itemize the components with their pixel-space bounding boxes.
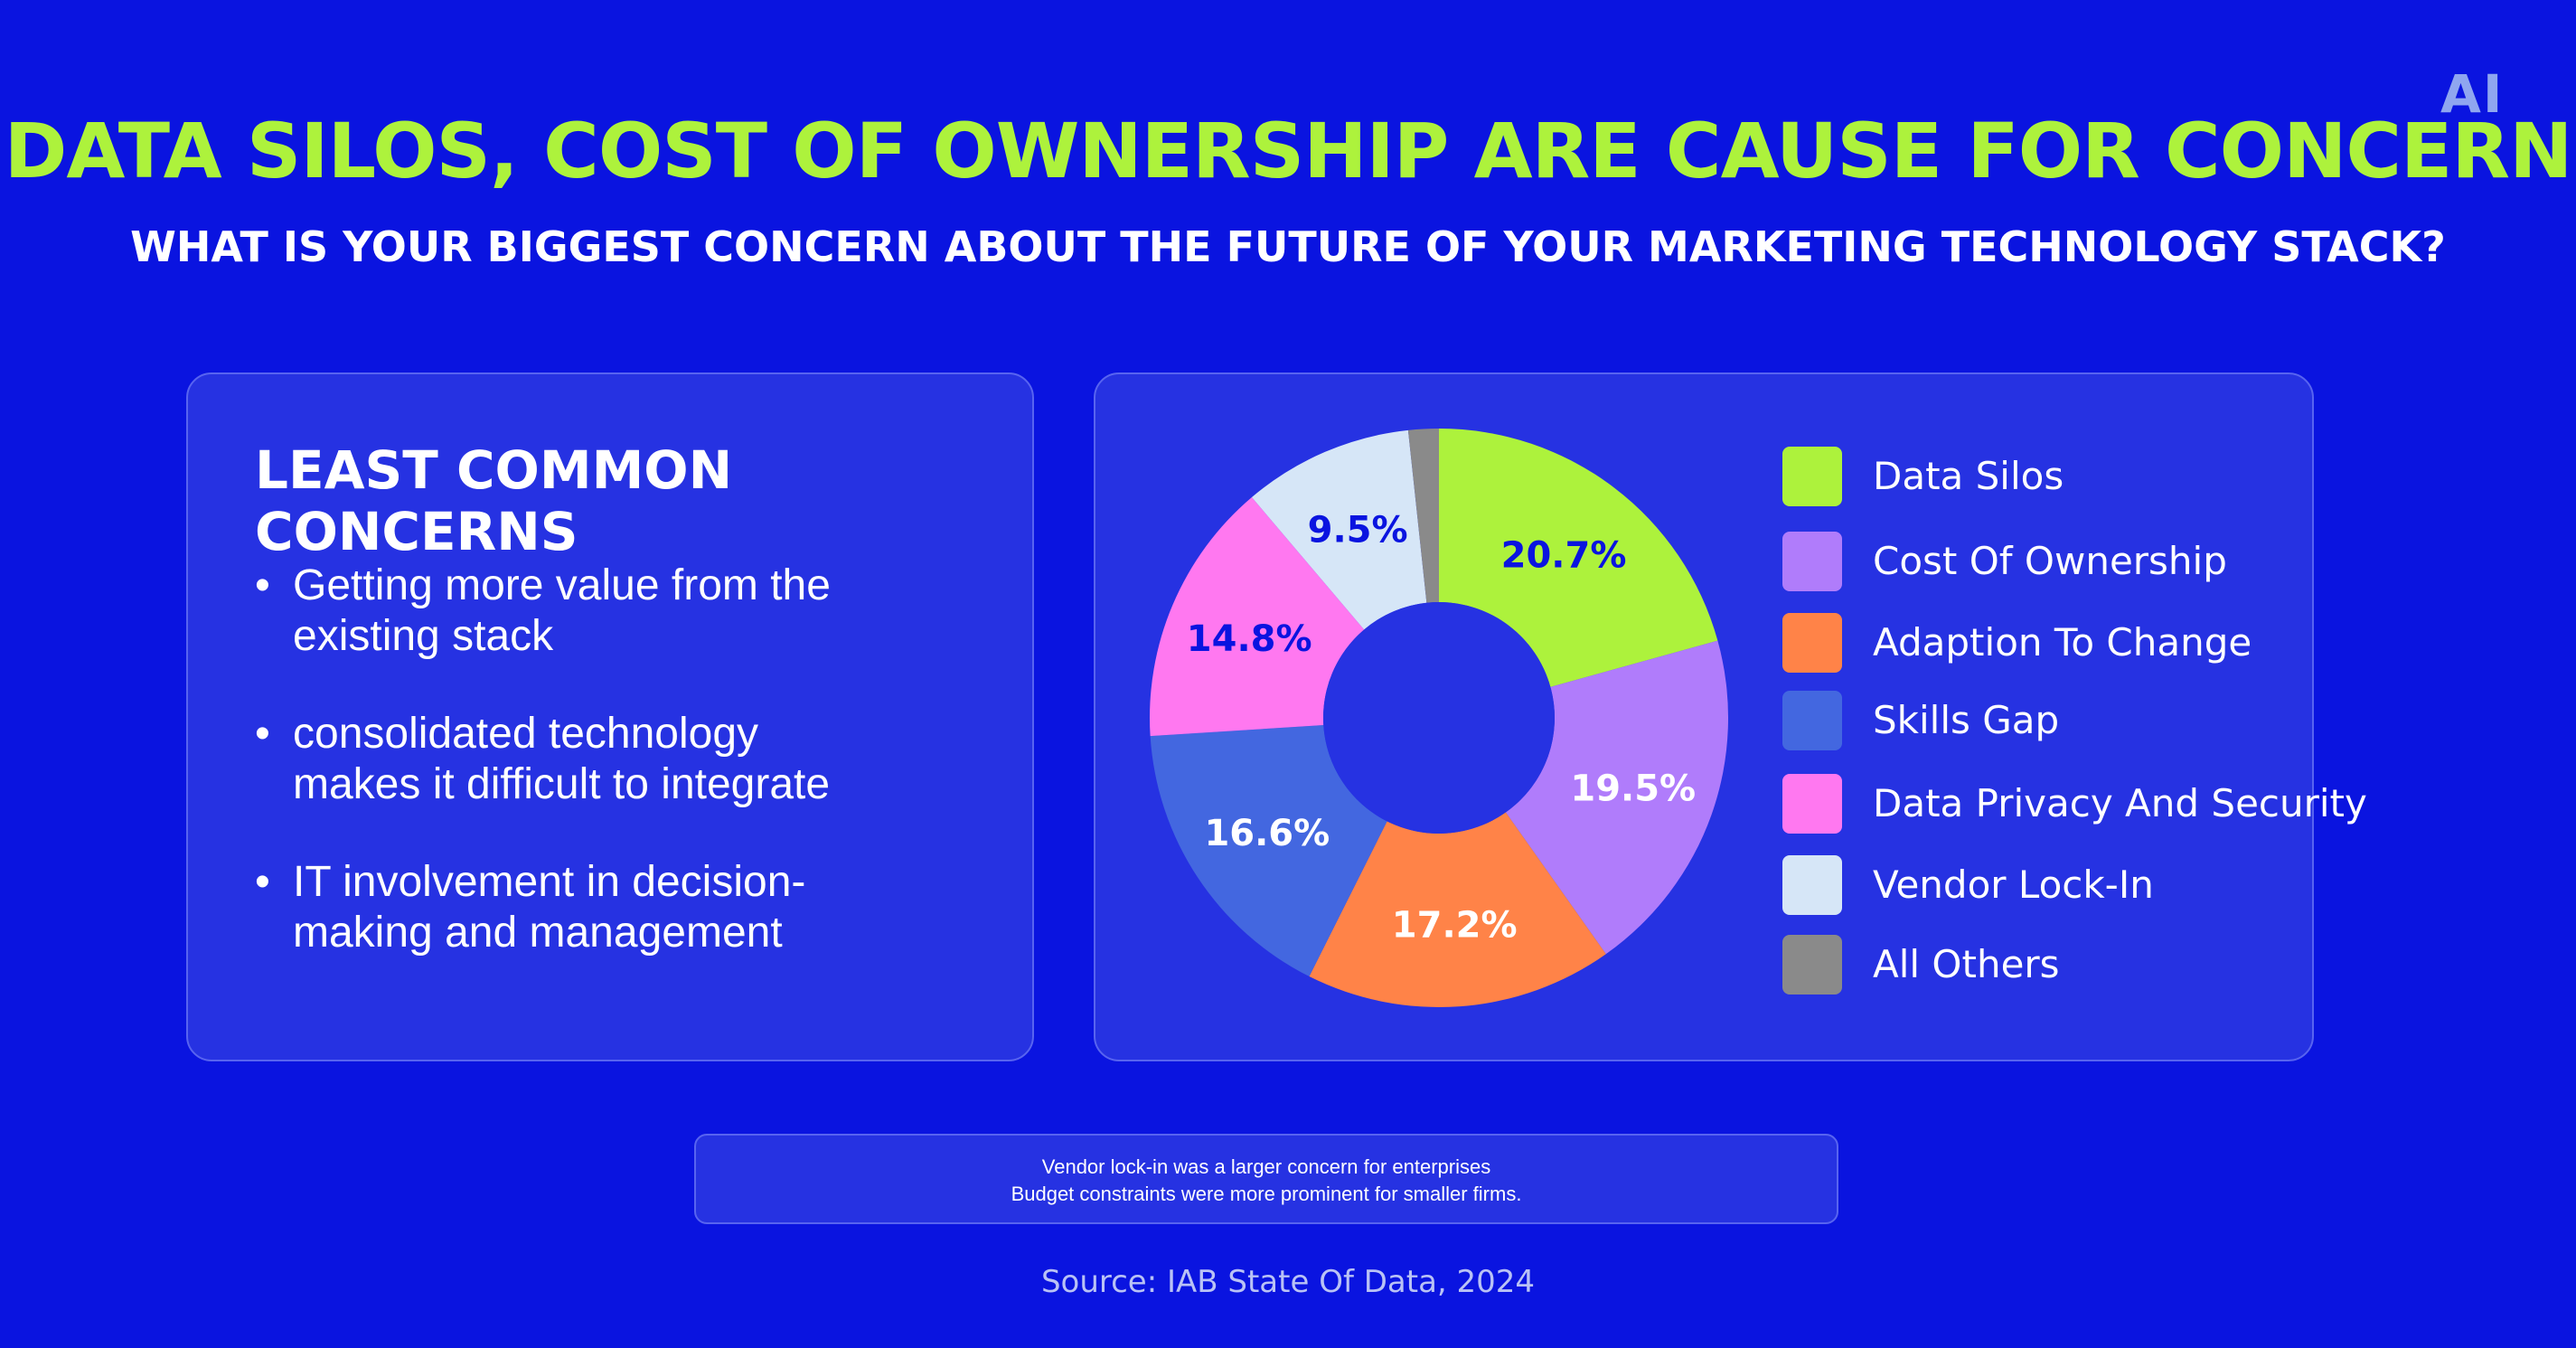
source-credit: Source: IAB State Of Data, 2024 [1040, 1264, 1536, 1300]
data-label: 20.7% [1501, 535, 1627, 577]
data-label: 9.5% [1308, 509, 1408, 551]
legend-swatch [1782, 855, 1842, 915]
legend-item: Vendor Lock-In [1782, 855, 2289, 915]
legend-label: Data Privacy And Security [1873, 781, 2367, 825]
data-label: 14.8% [1187, 618, 1312, 660]
list-item-line: consolidated technology [293, 710, 759, 758]
chart-card: 20.7% 19.5% 17.2% 16.6% 14.8% 9.5% Data Silos… [1094, 372, 2367, 1061]
legend-item: Data Privacy And Security [1782, 774, 2367, 834]
footnote-line: Budget constraints were more prominent f… [1011, 1183, 1522, 1205]
legend-label: Cost Of Ownership [1873, 539, 2227, 583]
bullet-icon: • [255, 710, 270, 758]
donut-hole [1323, 602, 1555, 834]
bullet-icon: • [255, 858, 270, 906]
list-item-line: IT involvement in decision- [293, 858, 806, 906]
legend-swatch [1782, 935, 1842, 995]
pie-slice [1150, 497, 1365, 737]
least-common-list: • Getting more value from the existing s… [255, 561, 996, 1005]
legend-swatch [1782, 774, 1842, 834]
data-label: 16.6% [1204, 813, 1330, 854]
legend-item: Adaption To Change [1782, 613, 2289, 673]
bullet-icon: • [255, 561, 270, 609]
least-common-heading: LEAST COMMON CONCERNS [255, 439, 733, 562]
least-common-concerns-card: LEAST COMMON CONCERNS • Getting more val… [186, 372, 1034, 1061]
footnote-box: Vendor lock-in was a larger concern for … [694, 1134, 1838, 1224]
legend-item: All Others [1782, 935, 2289, 995]
legend-swatch [1782, 613, 1842, 673]
page-subtitle: WHAT IS YOUR BIGGEST CONCERN ABOUT THE F… [130, 222, 2446, 271]
legend-label: Vendor Lock-In [1873, 863, 2154, 907]
list-item-line: making and management [293, 909, 783, 957]
legend-swatch [1782, 447, 1842, 506]
data-label: 19.5% [1570, 768, 1696, 810]
legend-item: Skills Gap [1782, 691, 2289, 750]
donut-chart: 20.7% 19.5% 17.2% 16.6% 14.8% 9.5% [1150, 429, 1728, 1007]
list-item: • Getting more value from the existing s… [255, 561, 996, 662]
page-title: DATA SILOS, COST OF OWNERSHIP ARE CAUSE … [4, 107, 2573, 195]
list-item-line: makes it difficult to integrate [293, 760, 831, 808]
legend-label: Skills Gap [1873, 698, 2060, 742]
list-item-line: Getting more value from the [293, 561, 831, 609]
list-item: • IT involvement in decision- making and… [255, 857, 996, 958]
footnote-line: Vendor lock-in was a larger concern for … [1041, 1155, 1491, 1178]
brand-logo: AI [2440, 63, 2505, 125]
pie-slice [1439, 429, 1718, 687]
legend-swatch [1782, 691, 1842, 750]
data-label: 17.2% [1392, 904, 1518, 946]
legend-item: Cost Of Ownership [1782, 532, 2289, 591]
list-item: • consolidated technology makes it diffi… [255, 709, 996, 810]
legend-label: Adaption To Change [1873, 620, 2252, 665]
pie-slice [1150, 725, 1387, 977]
pie-slice [1251, 429, 1427, 630]
legend-label: Data Silos [1873, 454, 2064, 498]
legend-label: All Others [1873, 942, 2060, 986]
pie-slice [1309, 812, 1606, 1007]
legend-item: Data Silos [1782, 447, 2289, 506]
pie-slice [1407, 429, 1439, 603]
legend-swatch [1782, 532, 1842, 591]
list-item-line: existing stack [293, 612, 554, 660]
pie-slice [1505, 640, 1728, 955]
